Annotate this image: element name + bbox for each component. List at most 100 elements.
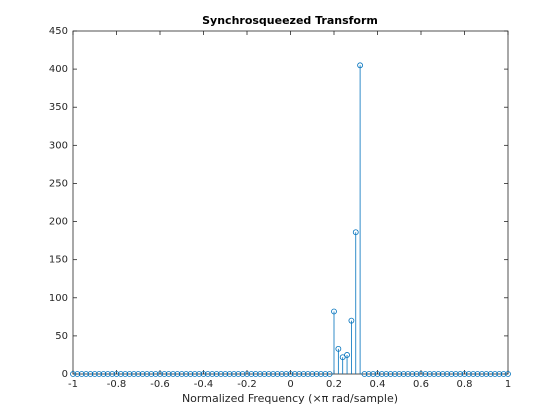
stem-marker <box>191 371 198 377</box>
y-tick-label: 350 <box>49 102 68 113</box>
stem-marker <box>348 317 355 324</box>
stem-marker <box>496 371 503 377</box>
stem-marker <box>235 371 242 377</box>
stem-marker <box>239 371 246 377</box>
y-tick-label: 200 <box>49 217 68 228</box>
stem-marker <box>474 371 481 377</box>
stem-marker <box>344 352 350 358</box>
stem-marker <box>291 371 298 377</box>
chart-title: Synchrosqueezed Transform <box>202 14 378 27</box>
stem-marker <box>148 371 155 377</box>
stem-marker <box>383 371 390 377</box>
stem-marker <box>200 371 207 377</box>
stem-marker <box>378 371 385 377</box>
y-tick-label: 300 <box>49 140 68 151</box>
stem-marker <box>183 371 190 377</box>
stem-marker <box>222 371 229 377</box>
stem-marker <box>444 371 451 377</box>
stem-marker <box>322 371 329 377</box>
y-tick-label: 50 <box>55 331 68 342</box>
x-tick-label: 0.2 <box>326 379 342 390</box>
y-tick-label: 250 <box>49 178 68 189</box>
stem-marker <box>374 371 381 377</box>
stem-marker <box>357 62 364 69</box>
stem-marker <box>244 371 250 377</box>
stem-marker <box>331 308 337 315</box>
stem-marker <box>139 371 146 377</box>
stem-marker <box>96 371 102 377</box>
stem-marker <box>335 345 342 352</box>
y-tick-label: 100 <box>49 293 68 304</box>
stem-marker <box>448 371 455 377</box>
stem-marker <box>226 371 233 377</box>
stem-marker <box>361 371 368 377</box>
stem-marker <box>318 371 324 377</box>
stem-marker <box>405 371 411 377</box>
stem-marker <box>100 371 107 377</box>
stem-marker <box>478 371 485 377</box>
stem-marker <box>152 371 159 377</box>
stem-marker <box>287 371 294 377</box>
stem-marker <box>126 371 133 377</box>
stem-marker <box>278 371 285 377</box>
stem-marker <box>300 371 307 377</box>
stem-marker <box>91 371 98 377</box>
x-tick-label: 0.4 <box>370 379 386 390</box>
stem-marker <box>422 371 429 377</box>
stem-marker <box>500 371 507 377</box>
stem-marker <box>70 371 76 377</box>
y-tick-label: 150 <box>49 255 68 266</box>
y-tick-label: 400 <box>49 64 68 75</box>
stem-marker <box>400 371 407 377</box>
stem-marker <box>178 371 185 377</box>
stem-marker <box>409 371 416 377</box>
stem-marker <box>170 371 176 377</box>
stem-marker <box>231 371 237 377</box>
x-tick-label: 0.8 <box>457 379 473 390</box>
stem-marker <box>413 371 420 377</box>
stem-marker <box>165 371 172 377</box>
stem-marker <box>157 371 163 377</box>
stem-marker <box>117 371 124 377</box>
stem-marker <box>339 354 346 361</box>
stem-marker <box>174 371 181 377</box>
stem-marker <box>313 371 320 377</box>
stem-marker <box>370 371 377 377</box>
stem-marker <box>196 371 203 377</box>
x-tick-label: -0.2 <box>237 379 257 390</box>
stem-marker <box>426 371 433 377</box>
x-tick-label: 0 <box>287 379 293 390</box>
stem-marker <box>122 371 129 377</box>
stem-marker <box>465 371 472 377</box>
stem-marker <box>396 371 403 377</box>
stem-marker <box>204 371 211 377</box>
stem-marker <box>431 371 437 377</box>
stem-marker <box>492 371 498 377</box>
stem-marker <box>217 371 224 377</box>
stem-marker <box>274 371 281 377</box>
stem-marker <box>387 371 394 377</box>
stem-marker <box>104 371 111 377</box>
x-tick-label: -0.6 <box>150 379 170 390</box>
stem-marker <box>187 371 194 377</box>
stem-marker <box>457 371 464 377</box>
x-tick-label: -1 <box>68 379 78 390</box>
stem-marker <box>483 371 490 377</box>
stem-marker <box>505 371 511 377</box>
x-tick-label: -0.8 <box>107 379 127 390</box>
stem-marker <box>83 371 89 377</box>
stem-marker <box>144 371 150 377</box>
stem-marker <box>365 371 372 377</box>
stem-marker <box>130 371 137 377</box>
stem-marker <box>209 371 216 377</box>
stem-marker <box>87 371 94 377</box>
x-axis-label: Normalized Frequency (×π rad/sample) <box>182 392 398 405</box>
stem-marker <box>161 371 168 377</box>
stem-marker <box>109 371 116 377</box>
stem-marker <box>452 371 459 377</box>
stem-marker <box>439 371 446 377</box>
stem-marker <box>265 371 272 377</box>
stem-marker <box>74 371 81 377</box>
y-tick-label: 0 <box>62 369 68 380</box>
stem-marker <box>78 371 85 377</box>
